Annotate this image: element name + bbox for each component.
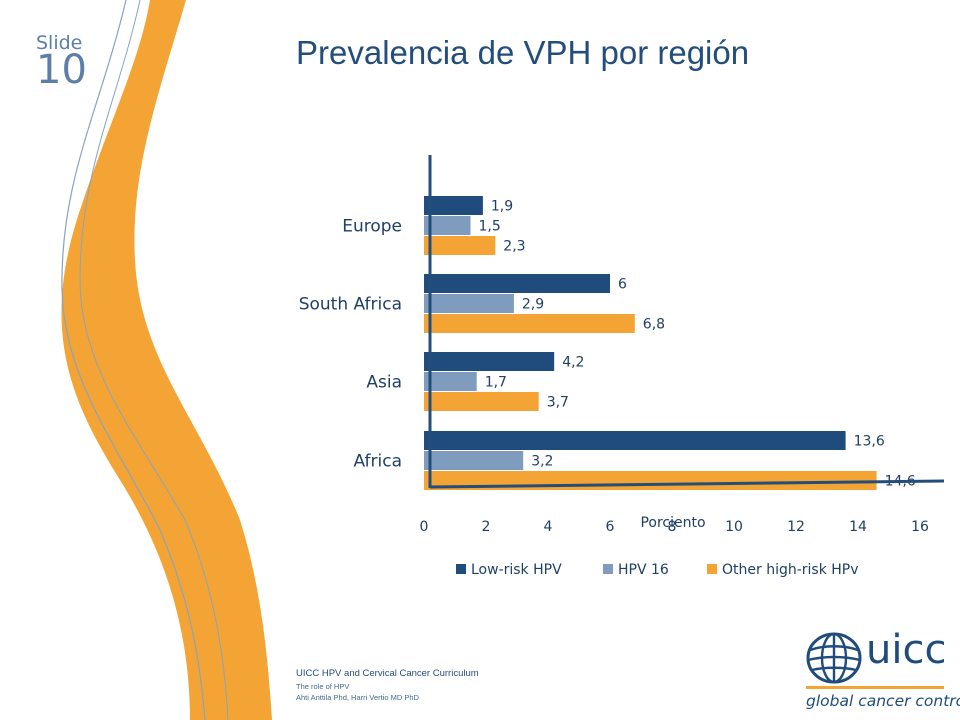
category-label: South Africa — [299, 295, 402, 315]
data-label: 13,6 — [854, 434, 885, 450]
x-tick-label: 14 — [849, 519, 867, 535]
x-tick-label: 0 — [420, 519, 429, 535]
category-label: Asia — [366, 373, 402, 393]
legend-swatch — [603, 564, 613, 574]
footer-course: UICC HPV and Cervical Cancer Curriculum — [296, 668, 479, 679]
bar — [424, 274, 610, 293]
data-label: 1,7 — [485, 375, 507, 391]
uicc-logo: uicc global cancer control — [800, 627, 960, 714]
slide-label: Slide — [36, 32, 83, 54]
bar — [424, 236, 496, 255]
bar — [424, 216, 471, 235]
legend-swatch — [707, 564, 717, 574]
x-tick-label: 6 — [606, 519, 615, 535]
data-label: 6 — [618, 277, 627, 293]
data-label: 6,8 — [643, 317, 665, 333]
x-tick-label: 12 — [787, 519, 805, 535]
legend-label: HPV 16 — [618, 562, 669, 578]
x-tick-label: 4 — [544, 519, 553, 535]
data-label: 1,5 — [479, 219, 501, 235]
bar — [424, 451, 524, 470]
data-label: 2,3 — [503, 239, 525, 255]
x-tick-label: 8 — [668, 519, 677, 535]
page-title: Prevalencia de VPH por región — [296, 34, 750, 71]
data-label: 4,2 — [562, 355, 584, 371]
decorative-swoosh — [61, 0, 273, 720]
bar — [424, 431, 846, 450]
data-label: 3,7 — [547, 395, 569, 411]
legend-swatch — [456, 564, 466, 574]
x-tick-label: 16 — [911, 519, 929, 535]
category-label: Europe — [342, 217, 402, 237]
slide-number: 10 — [36, 47, 87, 93]
bar — [424, 196, 483, 215]
bar — [424, 372, 477, 391]
footer-authors: Ahti Anttila Phd, Harri Vertio MD PhD — [296, 693, 419, 702]
logo-underline — [806, 686, 944, 689]
logo-wordmark: uicc — [866, 627, 947, 673]
bar — [424, 314, 635, 333]
x-tick-label: 10 — [725, 519, 743, 535]
footer-topic: The role of HPV — [296, 682, 350, 691]
globe-icon — [806, 632, 862, 684]
bar — [424, 392, 539, 411]
data-label: 2,9 — [522, 297, 544, 313]
x-axis-line — [429, 479, 945, 489]
data-label: 1,9 — [491, 199, 513, 215]
x-tick-label: 2 — [482, 519, 491, 535]
bar — [424, 294, 514, 313]
x-axis-title: Porciento — [640, 515, 705, 531]
hpv-prevalence-chart: 1,9 1,52,3 Europe 6 2,9 6,8 South Africa 4,2 1,7… — [299, 155, 945, 578]
logo-tagline: global cancer control — [806, 692, 960, 710]
category-label: Africa — [354, 452, 403, 472]
legend-label: Low-risk HPV — [471, 562, 562, 578]
footer: UICC HPV and Cervical Cancer Curriculum … — [296, 668, 479, 702]
legend-label: Other high-risk HPv — [722, 562, 859, 578]
data-label: 3,2 — [531, 454, 553, 470]
bar — [424, 352, 555, 371]
